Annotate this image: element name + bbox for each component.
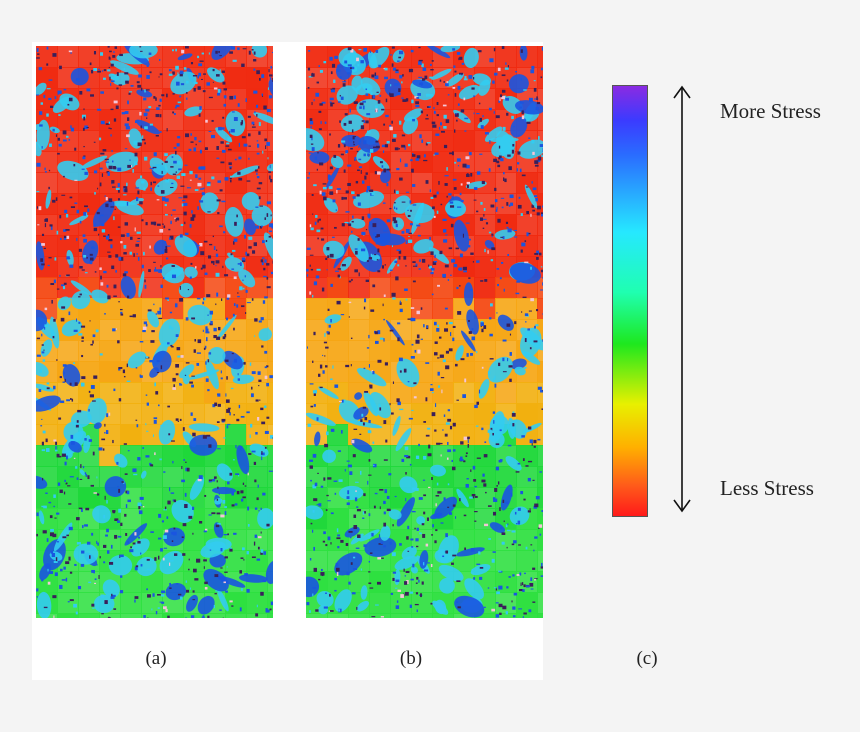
caption-a: (a) <box>145 648 167 669</box>
caption-b: (b) <box>399 648 423 669</box>
less-stress-label: Less Stress <box>720 476 814 500</box>
stress-arrow-icon <box>673 85 691 513</box>
stress-map-a-image <box>36 46 273 618</box>
stress-map-a <box>36 46 273 618</box>
stress-map-b <box>306 46 543 618</box>
stress-colorbar <box>612 85 648 517</box>
stress-map-b-image <box>306 46 543 618</box>
more-stress-label: More Stress <box>720 99 821 123</box>
caption-c: (c) <box>636 648 658 669</box>
